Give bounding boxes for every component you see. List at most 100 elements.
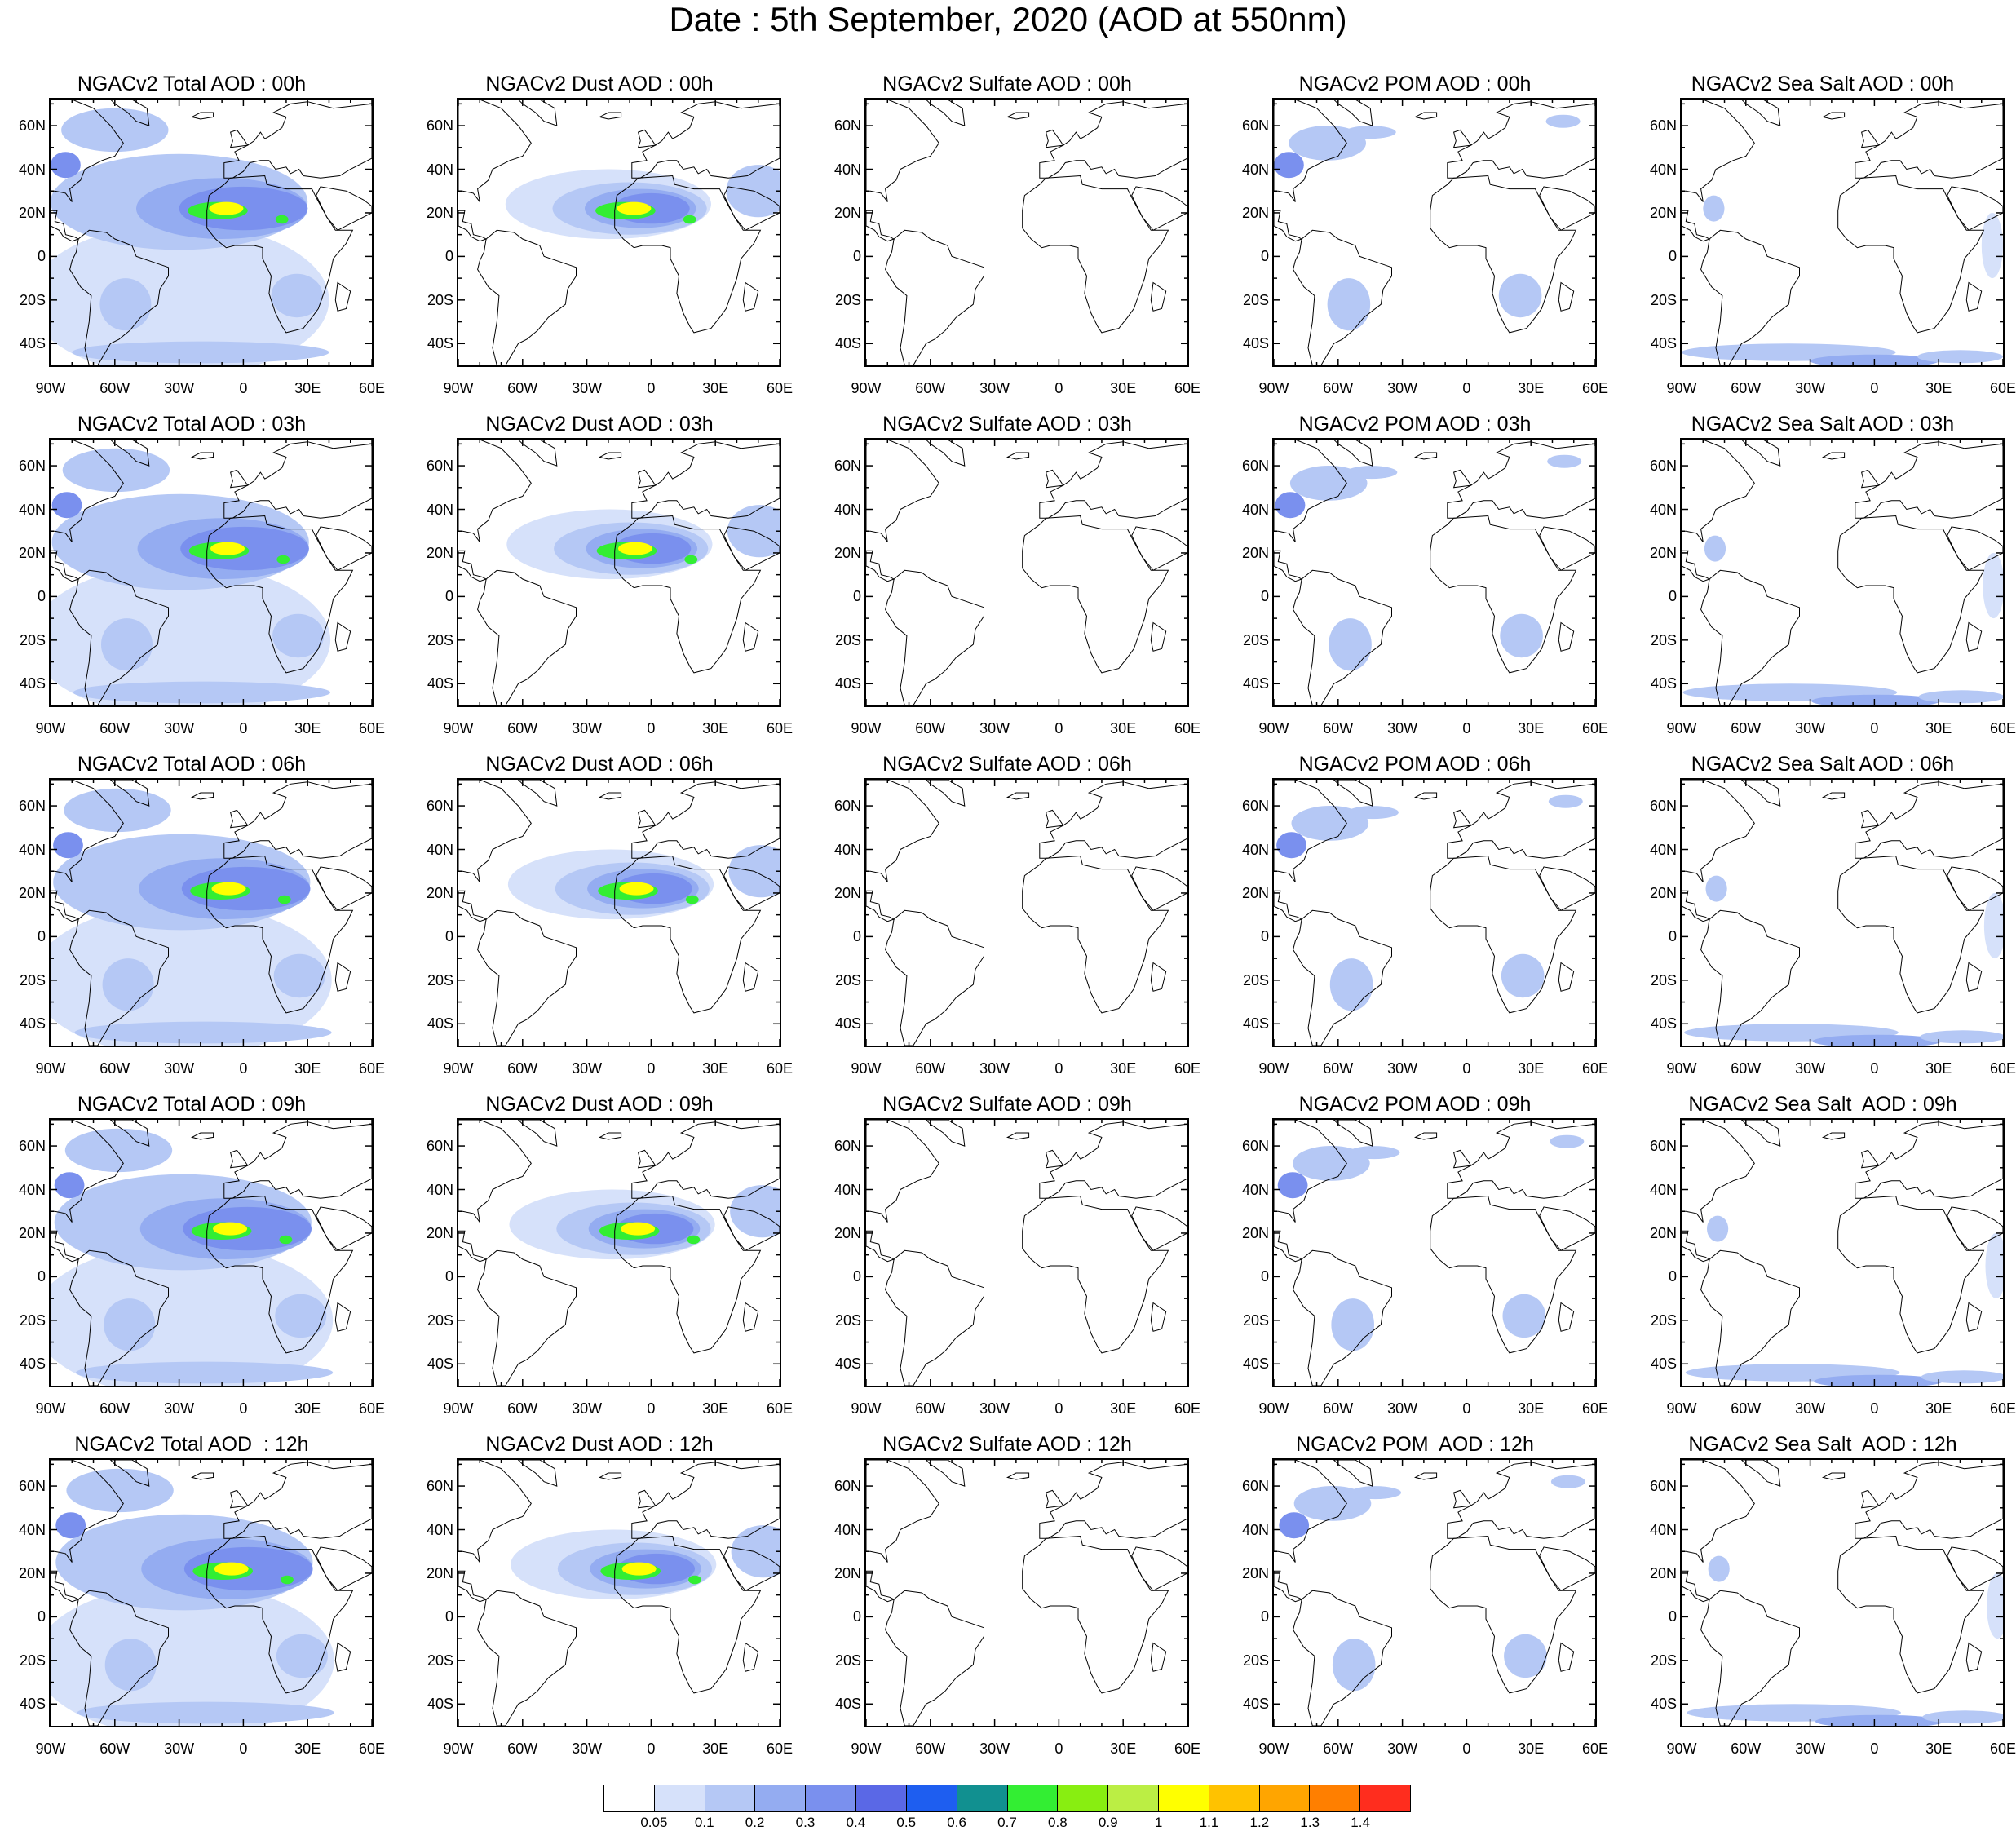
lon-tick-label: 90W <box>1666 380 1697 396</box>
aod-contour-3 <box>1504 1634 1547 1678</box>
map-plot-area <box>457 438 781 707</box>
lat-tick-label: 40N <box>1241 1521 1269 1538</box>
lon-tick-label: 0 <box>1462 1060 1471 1077</box>
lat-tick-label: 40S <box>19 1356 46 1373</box>
map-svg <box>1682 1120 2003 1386</box>
aod-contour-6 <box>685 895 699 904</box>
coastline-uk <box>1860 1489 1880 1509</box>
lon-tick-label: 30W <box>572 1740 603 1757</box>
lat-tick-label: 20N <box>1241 544 1269 561</box>
colorbar-box-1 <box>654 1785 705 1811</box>
aod-contour-5 <box>1550 1475 1585 1488</box>
aod-contour-4 <box>1987 1572 2003 1639</box>
map-plot-area <box>49 1118 374 1387</box>
aod-contour-3 <box>1922 1710 2003 1724</box>
panel-title: NGACv2 Sulfate AOD : 09h <box>882 1093 1132 1116</box>
map-plot-area <box>1680 438 2005 707</box>
map-plot-area <box>49 98 374 367</box>
panel-title: NGACv2 Sea Salt AOD : 03h <box>1691 413 1955 436</box>
aod-contour-7 <box>731 1525 780 1578</box>
lat-tick-label: 40S <box>19 1696 46 1713</box>
colorbar-box-4 <box>806 1785 857 1811</box>
lat-tick-label: 40N <box>833 1181 861 1198</box>
lat-tick-label: 40S <box>1650 1015 1677 1033</box>
lat-tick-label: 60N <box>1649 117 1677 135</box>
map-plot-area <box>1272 98 1597 367</box>
coastline-uk <box>1452 1489 1472 1509</box>
coastline-madagascar <box>1150 281 1167 312</box>
coastline-arabia <box>1947 866 2003 911</box>
coastline-arabia <box>723 1546 780 1591</box>
lon-tick-label: 90W <box>851 720 882 736</box>
coastline-southAmerica <box>477 1249 577 1386</box>
lat-tick-label: 40N <box>426 1181 453 1198</box>
coastline-europe <box>223 1462 372 1539</box>
panel-title: NGACv2 Sulfate AOD : 03h <box>882 413 1132 436</box>
lat-tick-label: 40N <box>1649 841 1677 858</box>
coastline-europe <box>1039 781 1187 859</box>
coastline-madagascar <box>1558 1642 1575 1672</box>
lon-tick-label: 30W <box>1795 720 1826 736</box>
map-svg <box>1682 440 2003 705</box>
aod-contour-3 <box>1498 273 1542 318</box>
coastline-arabia <box>723 1206 780 1251</box>
map-panel-pom-09h: NGACv2 POM AOD : 09h 60N 40N 20N 0 20S 40S 90W 6… <box>1223 1092 1608 1426</box>
lat-tick-label: 40N <box>1241 841 1269 858</box>
map-svg <box>866 440 1187 705</box>
colorbar-box-9 <box>1058 1785 1109 1811</box>
lat-tick-label: 0 <box>444 928 453 945</box>
lat-tick-label: 40S <box>427 1696 453 1713</box>
coastline-southAmerica <box>1293 909 1392 1046</box>
aod-contour-1 <box>1705 875 1727 902</box>
lon-tick-label: 60W <box>99 380 130 396</box>
coastline-uk <box>1860 1149 1880 1169</box>
coastline-greenland <box>1333 1120 1373 1147</box>
coastline-arabia <box>316 186 372 231</box>
lat-tick-label: 0 <box>37 1608 46 1625</box>
map-svg <box>1274 440 1595 705</box>
aod-contour-2 <box>1327 278 1371 331</box>
map-svg <box>866 1460 1187 1726</box>
lon-tick-label: 30E <box>1518 1400 1545 1417</box>
lon-tick-label: 60W <box>99 1400 130 1417</box>
lat-tick-label: 60N <box>1649 1138 1677 1155</box>
coastline-northAmerica <box>51 100 124 202</box>
coastline-madagascar <box>742 281 759 312</box>
coastline-iceland <box>1006 452 1030 460</box>
lon-tick-label: 90W <box>35 720 66 736</box>
lat-tick-label: 40N <box>18 1181 46 1198</box>
lat-tick-label: 40S <box>1242 1015 1269 1033</box>
coastline-northAmerica <box>866 1460 939 1563</box>
coastline-uk <box>1452 129 1472 148</box>
coastline-europe <box>1447 101 1595 179</box>
coastline-northAmerica <box>866 1120 939 1223</box>
coastline-africa <box>1022 855 1169 1014</box>
lon-tick-label: 0 <box>1462 380 1471 396</box>
coastline-iceland <box>190 792 214 800</box>
lon-tick-label: 60W <box>915 720 946 736</box>
lon-tick-label: 60E <box>358 1060 386 1077</box>
lat-tick-label: 0 <box>37 588 46 605</box>
lon-tick-label: 60E <box>1174 1740 1201 1757</box>
lat-tick-label: 0 <box>852 1608 861 1625</box>
lat-tick-label: 60N <box>1241 1138 1269 1155</box>
coastline-greenland <box>925 780 966 807</box>
aod-contour-1 <box>1279 1512 1310 1539</box>
lat-tick-label: 40S <box>427 1015 453 1033</box>
coastline-africa <box>614 515 762 674</box>
lon-tick-label: 60E <box>1581 380 1609 396</box>
lat-tick-label: 60N <box>426 458 453 475</box>
aod-contour-1 <box>1276 832 1306 859</box>
coastline-europe <box>1039 101 1187 179</box>
lat-tick-label: 0 <box>1668 928 1677 945</box>
map-svg <box>866 100 1187 365</box>
colorbar-label: 0.3 <box>795 1815 816 1830</box>
lon-tick-label: 30E <box>1518 380 1545 396</box>
lat-tick-label: 40N <box>1241 1181 1269 1198</box>
coastline-arabia <box>1539 1546 1595 1591</box>
coastline-iceland <box>598 1132 622 1140</box>
aod-contour-10 <box>102 958 154 1011</box>
map-svg <box>51 100 372 365</box>
coastline-greenland <box>517 1460 558 1487</box>
lon-tick-label: 90W <box>35 380 66 396</box>
